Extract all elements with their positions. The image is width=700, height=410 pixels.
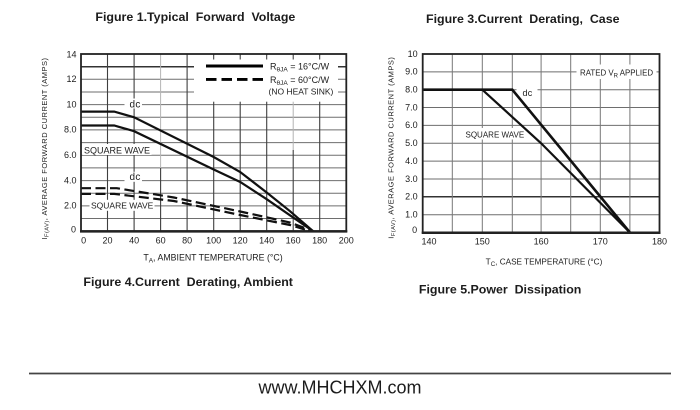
svg-text:140: 140: [259, 235, 274, 245]
svg-text:dc: dc: [130, 100, 141, 111]
svg-text:(NO HEAT SINK): (NO HEAT SINK): [269, 86, 334, 96]
svg-text:8.0: 8.0: [64, 125, 77, 135]
svg-text:7.0: 7.0: [405, 102, 418, 112]
svg-text:10: 10: [66, 99, 76, 109]
svg-text:6.0: 6.0: [64, 150, 77, 160]
svg-text:SQUARE WAVE: SQUARE WAVE: [84, 145, 150, 155]
svg-text:140: 140: [421, 237, 436, 247]
svg-text:Figure 3.Current Derating, C: Figure 3.Current Derating, Case: [426, 12, 620, 26]
svg-text:200: 200: [339, 235, 354, 245]
svg-text:150: 150: [475, 237, 490, 247]
svg-text:20: 20: [102, 235, 112, 245]
svg-text:160: 160: [534, 237, 549, 247]
svg-text:9.0: 9.0: [405, 67, 418, 77]
svg-text:0: 0: [81, 235, 86, 245]
svg-text:3.0: 3.0: [405, 174, 418, 184]
svg-text:2.0: 2.0: [405, 192, 418, 202]
svg-text:80: 80: [182, 235, 192, 245]
svg-text:5.0: 5.0: [405, 138, 418, 148]
svg-text:1.0: 1.0: [405, 209, 418, 219]
svg-text:160: 160: [286, 235, 301, 245]
svg-text:170: 170: [593, 237, 608, 247]
svg-text:RθJA = 16°C/W: RθJA = 16°C/W: [270, 62, 330, 74]
svg-text:Figure 4.Current Derating, Am: Figure 4.Current Derating, Ambient: [83, 275, 293, 289]
svg-text:8.0: 8.0: [405, 85, 418, 95]
svg-text:4.0: 4.0: [405, 156, 418, 166]
svg-text:0: 0: [71, 225, 76, 235]
svg-text:IF(AV), AVERAGE FORWARD CURREN: IF(AV), AVERAGE FORWARD CURRENT (AMPS): [387, 57, 398, 239]
svg-text:12: 12: [66, 74, 76, 84]
svg-text:RθJA = 60°C/W: RθJA = 60°C/W: [270, 75, 330, 87]
svg-text:dc: dc: [130, 172, 141, 183]
svg-text:2.0: 2.0: [64, 201, 77, 211]
svg-text:RATED VR APPLIED: RATED VR APPLIED: [580, 69, 653, 80]
svg-text:TA, AMBIENT TEMPERATURE (°C): TA, AMBIENT TEMPERATURE (°C): [143, 253, 282, 265]
svg-text:180: 180: [652, 237, 667, 247]
svg-text:6.0: 6.0: [405, 120, 418, 130]
svg-text:dc: dc: [523, 88, 533, 98]
svg-text:Figure 5.Power Dissipation: Figure 5.Power Dissipation: [419, 283, 582, 297]
svg-text:TC, CASE TEMPERATURE (°C): TC, CASE TEMPERATURE (°C): [486, 258, 603, 269]
svg-text:Figure 1.Typical Forward Vol: Figure 1.Typical Forward Voltage: [95, 10, 295, 24]
svg-text:120: 120: [233, 235, 248, 245]
svg-text:100: 100: [206, 235, 221, 245]
svg-text:www.MHCHXM.com: www.MHCHXM.com: [257, 377, 421, 397]
svg-text:SQUARE WAVE: SQUARE WAVE: [91, 201, 154, 211]
svg-text:14: 14: [66, 49, 76, 59]
svg-text:180: 180: [312, 235, 327, 245]
svg-text:40: 40: [129, 235, 139, 245]
svg-text:SQUARE WAVE: SQUARE WAVE: [466, 131, 525, 140]
svg-text:60: 60: [156, 235, 166, 245]
svg-text:IF(AV), AVERAGE FORWARD CURREN: IF(AV), AVERAGE FORWARD CURRENT (AMPS): [40, 57, 51, 239]
svg-text:4.0: 4.0: [64, 175, 77, 185]
svg-text:10: 10: [408, 49, 418, 59]
svg-text:0: 0: [412, 225, 417, 235]
